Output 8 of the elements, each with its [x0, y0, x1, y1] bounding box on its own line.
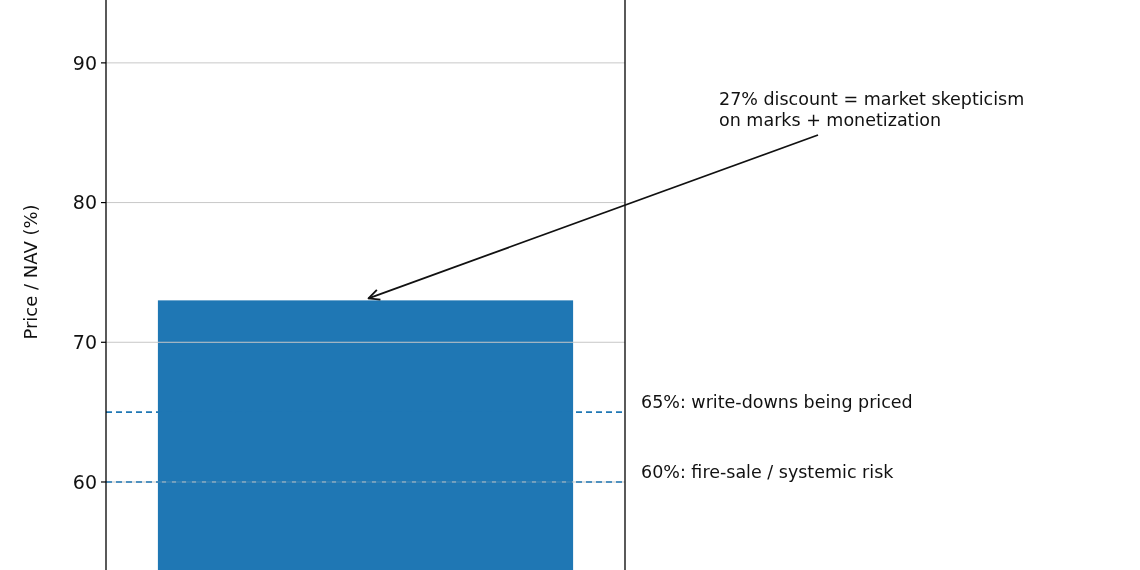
y-tick-label: 60 — [72, 470, 97, 493]
y-tick-label: 90 — [72, 51, 97, 74]
text: 27% discount = market skepticism on marks + monetization — [719, 89, 1025, 130]
y-tick-label: 80 — [72, 191, 97, 214]
y-axis-title: Price / NAV (%) — [20, 204, 41, 340]
ref-line-label: 65%: write-downs being priced — [641, 392, 913, 413]
ref-line-label: 60%: fire-sale / systemic risk — [641, 461, 895, 482]
y-tick-label: 70 — [72, 330, 97, 353]
